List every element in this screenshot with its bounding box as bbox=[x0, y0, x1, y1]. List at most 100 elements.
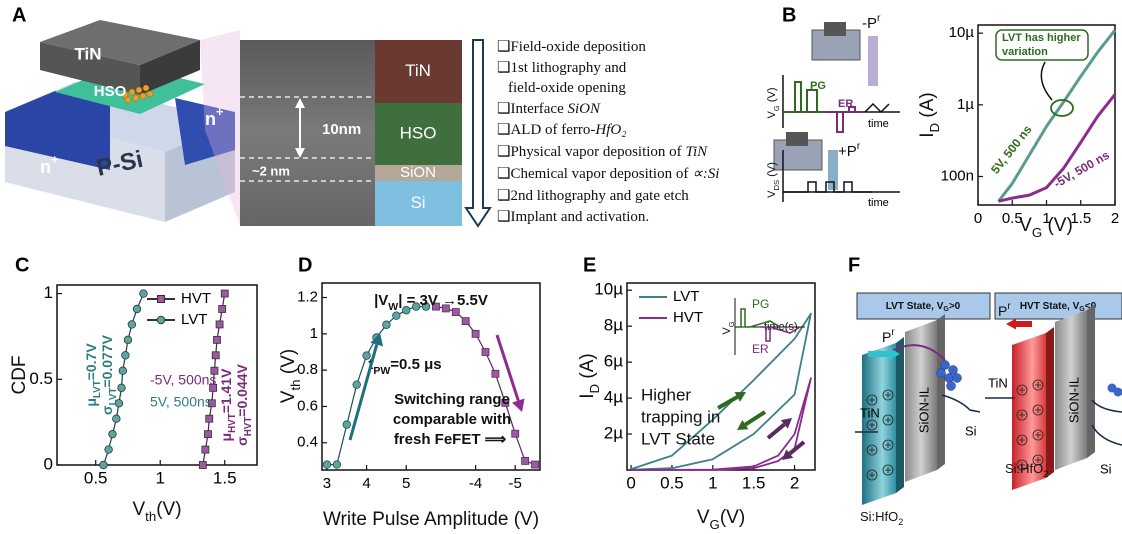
process-step: ❑Physical vapor deposition of TiN bbox=[497, 144, 708, 160]
marker bbox=[201, 445, 210, 454]
arrow-shaft bbox=[348, 344, 379, 441]
arrow-shaft bbox=[495, 334, 520, 402]
tem-layer-label: Si bbox=[410, 193, 425, 212]
process-step-part: ❑Implant and activation. bbox=[497, 209, 649, 225]
arrow-head bbox=[295, 148, 305, 158]
annotation: LVT has higher bbox=[1002, 32, 1081, 44]
gate-label: TiN bbox=[860, 405, 880, 420]
electron bbox=[948, 365, 958, 375]
marker bbox=[114, 399, 124, 408]
marker bbox=[123, 335, 133, 345]
process-step-part: ❑Interface bbox=[497, 101, 567, 117]
y-axis-label-part: V bbox=[278, 390, 299, 403]
drain-region bbox=[175, 98, 235, 165]
series-line bbox=[630, 312, 812, 471]
axis-label: VG (V) bbox=[766, 87, 781, 118]
x-axis-label-part: (V) bbox=[156, 499, 181, 520]
ferroelectric-label-part: 2 bbox=[1043, 469, 1048, 479]
y-tick-label: 2µ bbox=[604, 424, 623, 443]
x-tick-label: 1.5 bbox=[742, 473, 766, 492]
band-line bbox=[1091, 399, 1122, 413]
annotation: comparable with bbox=[393, 411, 511, 428]
arrow-head bbox=[782, 449, 794, 460]
arrow-head bbox=[1006, 318, 1016, 330]
annotation: σHVT=0.044V bbox=[234, 363, 254, 445]
dipole bbox=[1016, 409, 1028, 421]
state-box bbox=[994, 292, 1122, 320]
marker bbox=[127, 320, 137, 329]
trap-charge bbox=[132, 94, 140, 102]
trap-charge bbox=[121, 91, 129, 99]
trap-charge bbox=[142, 84, 150, 92]
projection bbox=[200, 30, 240, 225]
ferroelectric-label: Si:HfO2 bbox=[1005, 461, 1048, 479]
marker bbox=[205, 414, 214, 423]
y-tick-label: 1.2 bbox=[297, 288, 318, 305]
polarization-label: Pr bbox=[882, 327, 895, 345]
marker bbox=[411, 302, 421, 311]
gate-pulse bbox=[825, 106, 865, 133]
slab-side bbox=[1046, 327, 1054, 478]
y-tick-label: 0.8 bbox=[297, 361, 318, 378]
x-axis-label-part: V bbox=[1019, 215, 1032, 236]
process-step: ❑Chemical vapor deposition of ∝:Si bbox=[497, 166, 719, 182]
panel-label: F bbox=[848, 254, 860, 276]
x-axis-label-part: th bbox=[145, 509, 156, 524]
source-label-part: n bbox=[40, 157, 51, 177]
il-thickness-label: ~2 nm bbox=[252, 163, 290, 178]
time-label: time bbox=[868, 118, 889, 130]
marker bbox=[207, 399, 216, 408]
axis-label: VDS (V) bbox=[766, 162, 781, 198]
y-axis-label-part: (A) bbox=[917, 92, 938, 123]
legend-marker bbox=[157, 295, 165, 303]
annotation: |VW| = 3V →5.5V bbox=[374, 292, 488, 313]
x-axis-label-part: G bbox=[1032, 225, 1042, 240]
electron bbox=[946, 381, 956, 391]
marker bbox=[215, 320, 224, 329]
process-step-part: ❑1st lithography and bbox=[497, 60, 627, 76]
tem-layer bbox=[375, 40, 462, 103]
gate-metal-side bbox=[140, 40, 200, 95]
x-tick-label: 0.5 bbox=[84, 468, 108, 487]
marker bbox=[362, 351, 371, 360]
plot-frame bbox=[56, 284, 258, 466]
dipole bbox=[1032, 454, 1044, 466]
process-step-part: ❑Chemical vapor deposition of bbox=[497, 166, 692, 182]
annotation-part: μ bbox=[83, 398, 99, 407]
dipole bbox=[882, 439, 894, 451]
annotation: VG bbox=[721, 321, 736, 334]
annotation: 5V, 500ns bbox=[150, 394, 212, 410]
ferroelectric-label-part: Si:HfO bbox=[1005, 461, 1043, 476]
annotation-part: HVT bbox=[243, 417, 254, 437]
marker bbox=[521, 457, 530, 465]
annotation-part: σ bbox=[234, 436, 250, 446]
annotation: trapping in bbox=[641, 407, 720, 426]
marker bbox=[118, 366, 128, 375]
slab-side bbox=[1087, 304, 1095, 458]
x-axis-label: VG(V) bbox=[697, 507, 745, 532]
polarization-label-part: r bbox=[891, 327, 895, 338]
polarization-label-part: r bbox=[857, 140, 861, 152]
x-tick-label: 0 bbox=[626, 473, 635, 492]
axis-label-part: (V) bbox=[766, 162, 778, 180]
trap-charge bbox=[124, 96, 132, 104]
dipole bbox=[882, 389, 894, 401]
x-axis-label: VG (V) bbox=[1019, 215, 1073, 240]
marker bbox=[139, 289, 148, 298]
annotation-part: | = 3V →5.5V bbox=[398, 292, 488, 309]
gate-pulse bbox=[783, 81, 825, 113]
gate-label: TiN bbox=[74, 44, 101, 63]
marker bbox=[108, 429, 117, 439]
marker bbox=[382, 320, 391, 329]
process-step-part: ∝:Si bbox=[692, 166, 719, 182]
legend-label: HVT bbox=[181, 290, 211, 307]
axis-label-part: G bbox=[772, 105, 781, 111]
annotation-part: |V bbox=[374, 292, 388, 309]
state-label-part: <0 bbox=[1085, 301, 1097, 312]
annotation-part: =0.044V bbox=[234, 363, 250, 416]
annotation-part: G bbox=[727, 321, 736, 327]
marker bbox=[421, 302, 431, 311]
source-label: n+ bbox=[40, 153, 58, 176]
process-step: ❑Field-oxide deposition bbox=[497, 39, 646, 55]
x-axis-label: Write Pulse Amplitude (V) bbox=[323, 509, 539, 530]
